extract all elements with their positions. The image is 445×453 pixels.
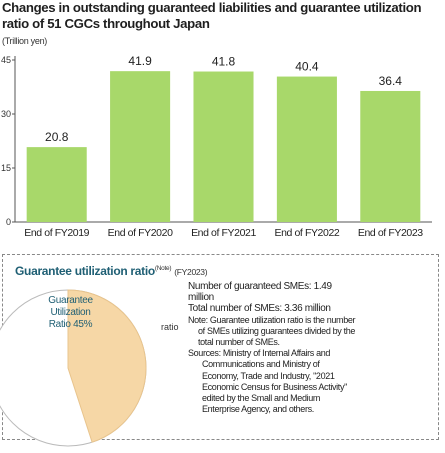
x-tick-label: End of FY2021 <box>191 227 256 239</box>
note-body: of SMEs utilizing guarantees divided by … <box>198 325 356 348</box>
guaranteed-smes-line: Number of guaranteed SMEs: 1.49 million <box>188 281 332 304</box>
utilization-panel: Guarantee utilization ratio(Note) (FY202… <box>0 254 439 447</box>
total-smes-line: Total number of SMEs: 3.36 million <box>188 303 331 315</box>
panel-title-text: Guarantee utilization ratio <box>15 264 155 278</box>
y-tick-label: 0 <box>6 217 11 227</box>
note-head: Note: Guarantee utilization ratio is the… <box>188 314 356 325</box>
panel-notes: Number of guaranteed SMEs: 1.49 million … <box>188 281 358 415</box>
bar-value-label: 20.8 <box>45 130 69 144</box>
bar-value-label: 41.8 <box>212 55 236 69</box>
y-tick-label: 15 <box>1 163 11 173</box>
panel-title: Guarantee utilization ratio(Note) (FY202… <box>15 264 208 278</box>
bar-value-label: 40.4 <box>295 60 319 74</box>
bar-value-label: 41.9 <box>128 54 152 68</box>
pie-slice-utilized <box>67 289 147 443</box>
x-tick-label: End of FY2023 <box>358 227 423 239</box>
x-tick-label: End of FY2019 <box>24 227 89 239</box>
bar-chart: 0 15 30 45 20.8 End of FY2019 41.9 End of FY202… <box>1 54 432 239</box>
source-body: Communications and Ministry of Economy, … <box>202 359 347 415</box>
bar <box>26 147 87 222</box>
bar-value-label: 36.4 <box>379 74 403 88</box>
bar <box>276 76 337 222</box>
panel-title-fy: (FY2023) <box>174 267 208 277</box>
chart-title: Changes in outstanding guaranteed liabil… <box>2 0 422 31</box>
utilization-pie <box>0 289 147 447</box>
y-axis-unit-label: (Trillion yen) <box>2 36 47 46</box>
bar <box>360 90 421 223</box>
panel-title-note: (Note) <box>154 265 172 272</box>
ratio-label: ratio <box>161 322 179 332</box>
bar <box>110 71 171 222</box>
x-tick-label: End of FY2020 <box>108 227 173 239</box>
x-tick-label: End of FY2022 <box>274 227 339 239</box>
source-head: Sources: Ministry of Internal Affairs an… <box>188 348 331 359</box>
pie-label: Guarantee Utilization Ratio 45% <box>48 295 93 330</box>
y-tick-label: 45 <box>1 55 11 65</box>
bar <box>193 71 254 222</box>
y-tick-label: 30 <box>1 109 11 119</box>
